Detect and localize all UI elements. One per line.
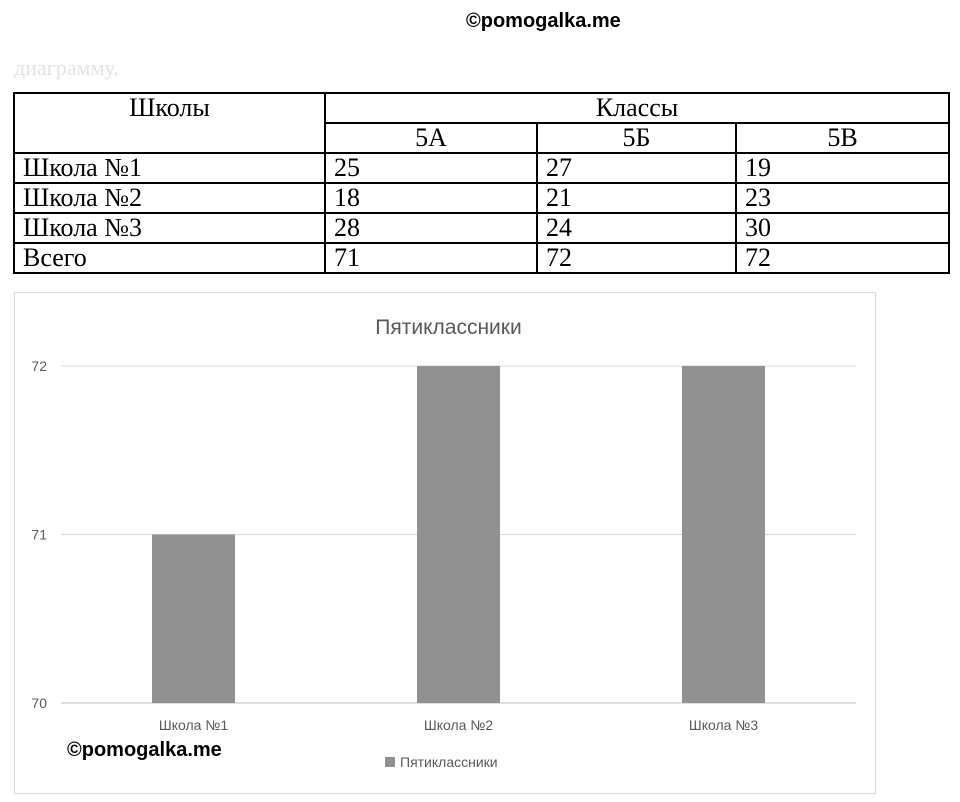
faded-text: диаграмму. xyxy=(14,55,119,80)
school-name: Школа №2 xyxy=(13,182,326,214)
value-cell: 21 xyxy=(536,182,737,214)
value-cell: 23 xyxy=(734,182,951,214)
value-cell: 19 xyxy=(734,152,951,184)
table-row: Школа №2 18 21 23 xyxy=(13,182,951,214)
class-5v: 5В xyxy=(734,122,951,154)
x-tick-label: Школа №2 xyxy=(424,717,493,733)
value-cell: 18 xyxy=(324,182,538,214)
class-5a: 5А xyxy=(324,122,538,154)
bar-chart: Пятиклассники 70 71 72 Школа №1 Школа №2 Школа… xyxy=(31,316,856,770)
x-tick-label: Школа №3 xyxy=(689,717,758,733)
watermark-bottom: ©pomogalka.me xyxy=(67,739,222,761)
value-cell: 28 xyxy=(324,212,538,244)
legend-swatch xyxy=(385,757,395,767)
school-name: Всего xyxy=(13,242,326,274)
value-cell: 72 xyxy=(734,242,951,274)
value-cell: 27 xyxy=(536,152,737,184)
y-tick-label: 70 xyxy=(31,695,47,711)
data-table: Школы Классы 5А 5Б 5В Школа №1 25 27 19 … xyxy=(13,92,951,274)
x-tick-label: Школа №1 xyxy=(159,717,228,733)
class-5b: 5Б xyxy=(536,122,737,154)
bar xyxy=(152,534,235,703)
table-row: Школа №1 25 27 19 xyxy=(13,152,951,184)
legend-label: Пятиклассники xyxy=(400,754,498,770)
value-cell: 24 xyxy=(536,212,737,244)
header-school: Школы xyxy=(13,92,326,154)
school-name: Школа №3 xyxy=(13,212,326,244)
header-classes: Классы xyxy=(323,92,951,124)
bar xyxy=(682,366,765,703)
bar xyxy=(417,366,500,703)
y-tick-label: 72 xyxy=(31,358,47,374)
chart-area: Пятиклассники 70 71 72 Школа №1 Школа №2 Школа… xyxy=(14,292,876,794)
table-row: Школа №3 28 24 30 xyxy=(13,212,951,244)
value-cell: 71 xyxy=(324,242,538,274)
chart-title: Пятиклассники xyxy=(375,316,521,339)
value-cell: 25 xyxy=(324,152,538,184)
school-name: Школа №1 xyxy=(13,152,326,184)
value-cell: 30 xyxy=(734,212,951,244)
y-tick-label: 71 xyxy=(31,527,47,543)
watermark-top: ©pomogalka.me xyxy=(466,10,621,32)
table-row-total: Всего 71 72 72 xyxy=(13,242,951,274)
value-cell: 72 xyxy=(536,242,737,274)
